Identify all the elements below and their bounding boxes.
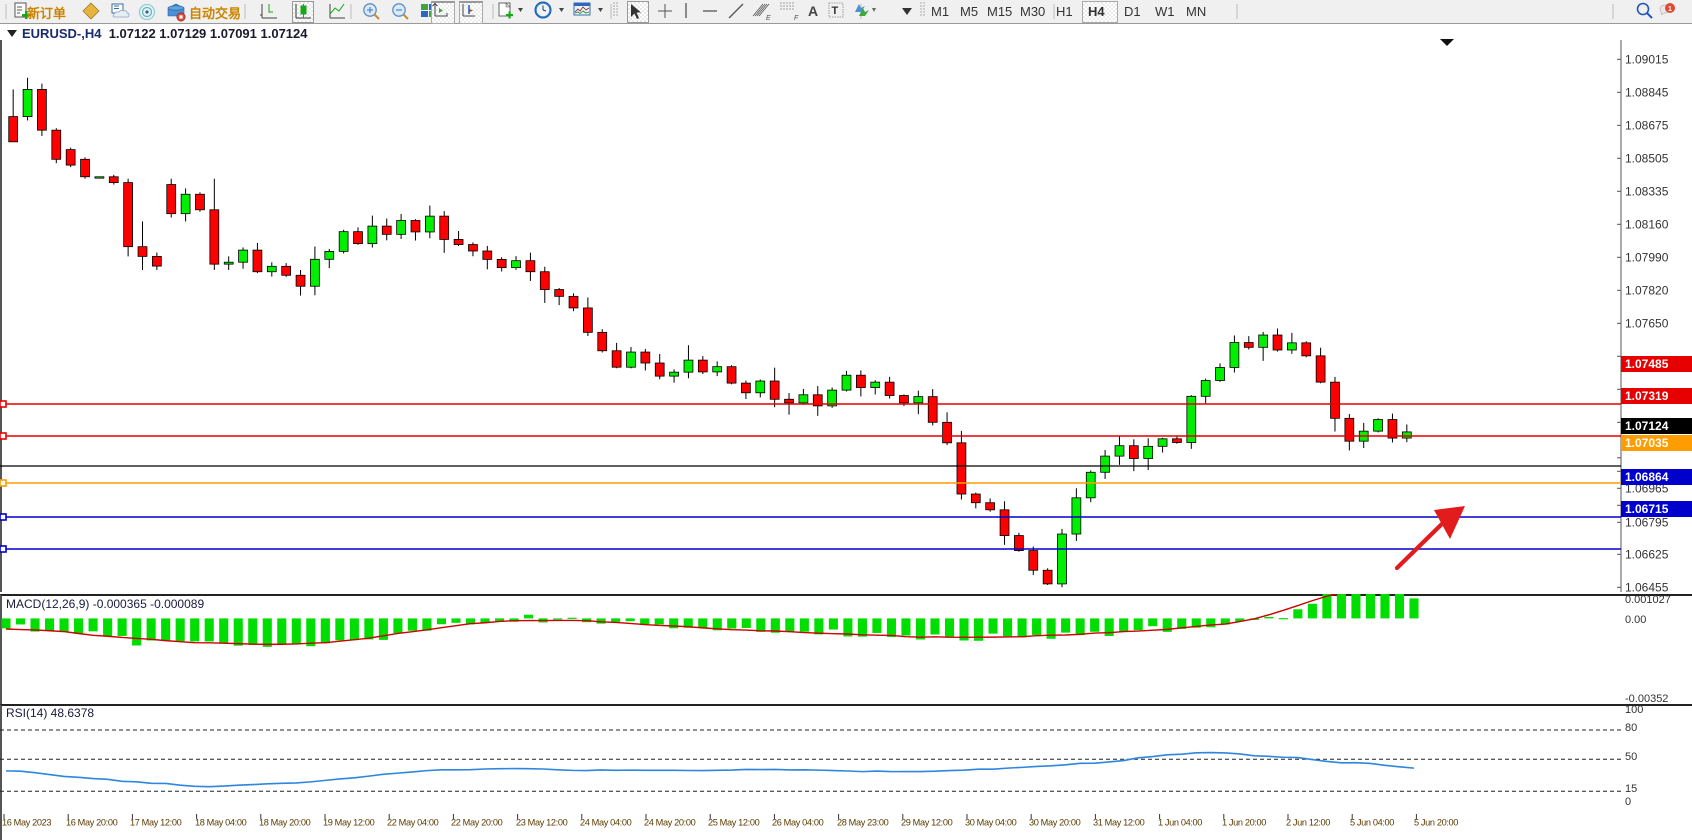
svg-text:1.07820: 1.07820 [1625, 283, 1669, 297]
svg-text:1.06455: 1.06455 [1625, 580, 1669, 592]
svg-text:1.07990: 1.07990 [1625, 250, 1669, 264]
svg-text:1.08675: 1.08675 [1625, 118, 1669, 132]
svg-text:1.09015: 1.09015 [1625, 52, 1669, 66]
svg-text:1.08505: 1.08505 [1625, 151, 1669, 165]
svg-text:1.08335: 1.08335 [1625, 184, 1669, 198]
svg-text:1.08160: 1.08160 [1625, 217, 1669, 231]
svg-text:1.07650: 1.07650 [1625, 316, 1669, 330]
svg-text:F: F [794, 15, 799, 22]
svg-text:1.08845: 1.08845 [1625, 85, 1669, 99]
svg-text:1.06795: 1.06795 [1625, 515, 1669, 529]
svg-text:E: E [766, 15, 771, 22]
svg-text:1: 1 [1668, 6, 1672, 13]
svg-text:T: T [832, 5, 839, 17]
svg-text:1.06625: 1.06625 [1625, 547, 1669, 561]
